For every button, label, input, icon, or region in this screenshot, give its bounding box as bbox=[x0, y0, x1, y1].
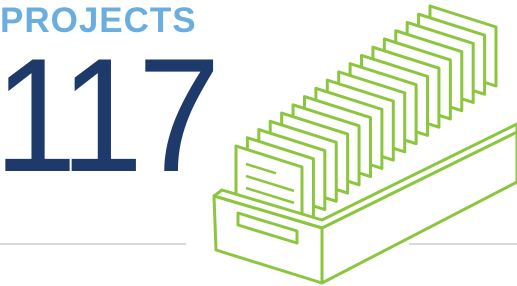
file-drawer-icon bbox=[0, 0, 517, 286]
page: PROJECTS 117 (() => { const data = JSON.… bbox=[0, 0, 517, 286]
